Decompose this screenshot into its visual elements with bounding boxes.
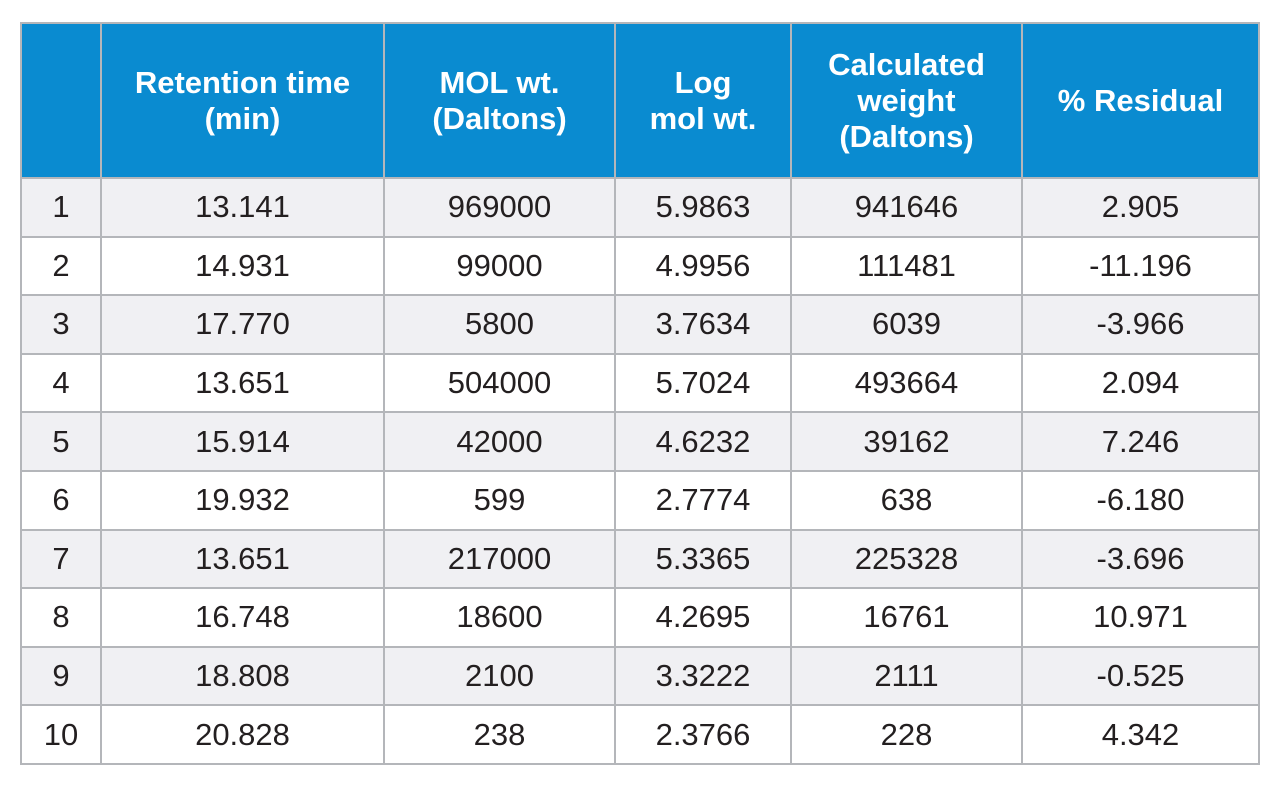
table-cell: 5800 [383,294,616,355]
table-cell: 16761 [790,587,1023,648]
table-cell: -11.196 [1021,235,1260,297]
table-cell: 13.651 [100,352,385,414]
table-cell: 6039 [790,294,1023,355]
table-cell: 4.2695 [614,587,792,648]
table-cell: 2.094 [1021,352,1260,414]
table-cell: -3.696 [1021,528,1260,590]
table-row: 10 20.828 238 2.3766 228 4.342 [20,704,1260,765]
table-cell: 18600 [383,587,616,648]
table-row: 7 13.651 217000 5.3365 225328 -3.696 [20,528,1260,590]
table-cell: 10 [20,704,102,765]
table-cell: 5.3365 [614,528,792,590]
table-row: 1 13.141 969000 5.9863 941646 2.905 [20,177,1260,238]
table-cell: 99000 [383,235,616,297]
table-cell: 13.141 [100,177,385,238]
table-cell: 111481 [790,235,1023,297]
table-cell: 3.3222 [614,645,792,707]
table-cell: 2.3766 [614,704,792,765]
header-cell [20,22,102,179]
header-cell: % Residual [1021,22,1260,179]
table-row: 3 17.770 5800 3.7634 6039 -3.966 [20,294,1260,355]
table-cell: 4.342 [1021,704,1260,765]
header-text: weight [857,82,956,118]
table-row: 9 18.808 2100 3.3222 2111 -0.525 [20,645,1260,707]
table-cell: 2.7774 [614,469,792,531]
table-cell: 5.7024 [614,352,792,414]
table-cell: 17.770 [100,294,385,355]
header-row: Retention time (min) MOL wt. (Daltons) Log mo… [20,22,1260,179]
header-cell: Retention time (min) [100,22,385,179]
header-text: Retention time [134,64,351,100]
table-cell: 2111 [790,645,1023,707]
table-cell: -3.966 [1021,294,1260,355]
table-cell: 39162 [790,411,1023,472]
header-cell: Calculated weight (Daltons) [790,22,1023,179]
table-body: 1 13.141 969000 5.9863 941646 2.905 2 14.931 990… [20,177,1260,765]
table-cell: 4 [20,352,102,414]
header-cell: MOL wt. (Daltons) [383,22,616,179]
header-text: Calculated [828,46,985,82]
table-cell: 19.932 [100,469,385,531]
header-text: (min) [204,100,281,136]
table-cell: 13.651 [100,528,385,590]
table-cell: 5 [20,411,102,472]
table-cell: 2.905 [1021,177,1260,238]
table-row: 4 13.651 504000 5.7024 493664 2.094 [20,352,1260,414]
table-cell: 599 [383,469,616,531]
table-cell: 493664 [790,352,1023,414]
header-text: mol wt. [649,100,757,136]
header-text: Log [674,64,732,100]
table-cell: 5.9863 [614,177,792,238]
table-cell: 14.931 [100,235,385,297]
table-cell: -6.180 [1021,469,1260,531]
table-cell: 225328 [790,528,1023,590]
table-cell: 2100 [383,645,616,707]
table-cell: 504000 [383,352,616,414]
table-cell: 8 [20,587,102,648]
table-cell: 228 [790,704,1023,765]
table-cell: 10.971 [1021,587,1260,648]
table-cell: 4.6232 [614,411,792,472]
table-cell: 7 [20,528,102,590]
table-cell: 42000 [383,411,616,472]
table-cell: 969000 [383,177,616,238]
header-text: MOL wt. [439,64,560,100]
table-row: 5 15.914 42000 4.6232 39162 7.246 [20,411,1260,472]
table-cell: 4.9956 [614,235,792,297]
table-row: 8 16.748 18600 4.2695 16761 10.971 [20,587,1260,648]
table-cell: 6 [20,469,102,531]
table-cell: 9 [20,645,102,707]
table-cell: 238 [383,704,616,765]
table-cell: 3.7634 [614,294,792,355]
table-cell: 638 [790,469,1023,531]
table-row: 2 14.931 99000 4.9956 111481 -11.196 [20,235,1260,297]
table-cell: -0.525 [1021,645,1260,707]
table-cell: 2 [20,235,102,297]
table-row: 6 19.932 599 2.7774 638 -6.180 [20,469,1260,531]
table-cell: 3 [20,294,102,355]
header-cell: Log mol wt. [614,22,792,179]
table-cell: 20.828 [100,704,385,765]
table-cell: 941646 [790,177,1023,238]
header-text: (Daltons) [432,100,567,136]
data-table: Retention time (min) MOL wt. (Daltons) Log mo… [20,22,1260,765]
table-cell: 7.246 [1021,411,1260,472]
table-cell: 18.808 [100,645,385,707]
header-text: (Daltons) [839,118,974,154]
table-cell: 1 [20,177,102,238]
table-cell: 15.914 [100,411,385,472]
table-cell: 16.748 [100,587,385,648]
header-text: % Residual [1057,82,1224,118]
table-cell: 217000 [383,528,616,590]
